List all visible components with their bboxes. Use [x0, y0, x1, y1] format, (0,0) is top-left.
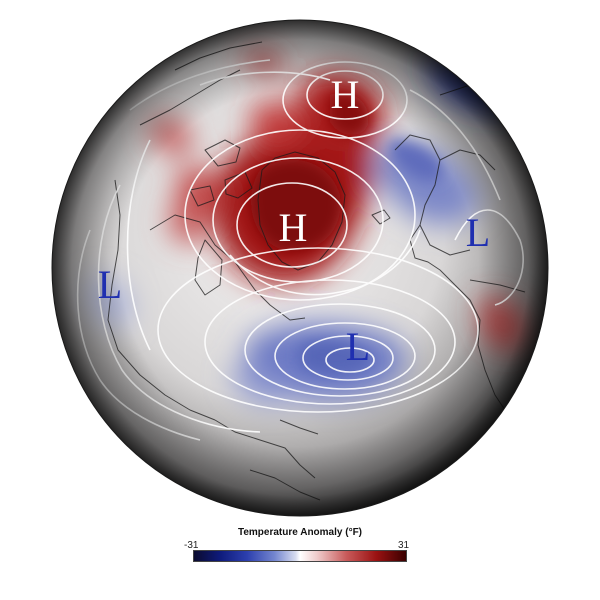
legend-color-bar — [193, 550, 407, 562]
legend-min-value: -31 — [184, 540, 199, 551]
high-pressure-label-north: H — [331, 72, 360, 117]
legend-title: Temperature Anomaly (°F) — [237, 527, 363, 538]
low-pressure-label-west: L — [98, 262, 122, 307]
high-pressure-label-greenland: H — [279, 205, 308, 250]
low-pressure-label-europe: L — [466, 210, 490, 255]
low-pressure-label-atlantic: L — [346, 324, 370, 369]
legend-max-value: 31 — [398, 540, 410, 551]
